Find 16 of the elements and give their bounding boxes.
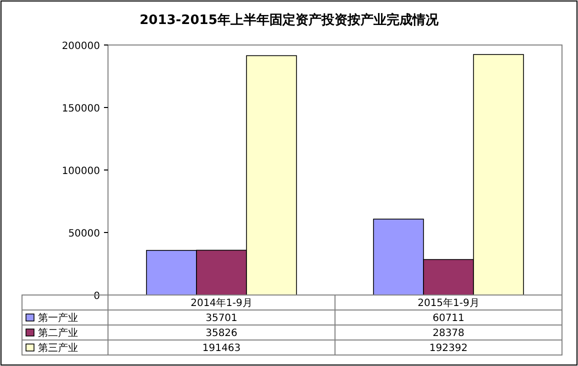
- data-label: 35701: [206, 313, 238, 324]
- data-label: 60711: [432, 313, 464, 324]
- x-tick-label: 2014年1-9月: [190, 297, 252, 309]
- legend-label: 第二产业: [38, 327, 78, 339]
- y-tick-label: 150000: [62, 104, 100, 114]
- data-label: 35826: [206, 328, 238, 339]
- y-tick-label: 100000: [62, 166, 100, 177]
- data-label: 191463: [202, 343, 241, 354]
- y-tick-label: 200000: [62, 41, 100, 52]
- y-tick-label: 50000: [68, 228, 100, 240]
- legend-label: 第一产业: [38, 312, 78, 324]
- chart-title: 2013-2015年上半年固定资产投资按产业完成情况: [140, 12, 440, 28]
- x-tick-label: 2015年1-9月: [418, 297, 480, 309]
- data-label: 192392: [429, 343, 468, 354]
- legend-label: 第三产业: [38, 342, 78, 354]
- data-label: 28378: [432, 328, 464, 339]
